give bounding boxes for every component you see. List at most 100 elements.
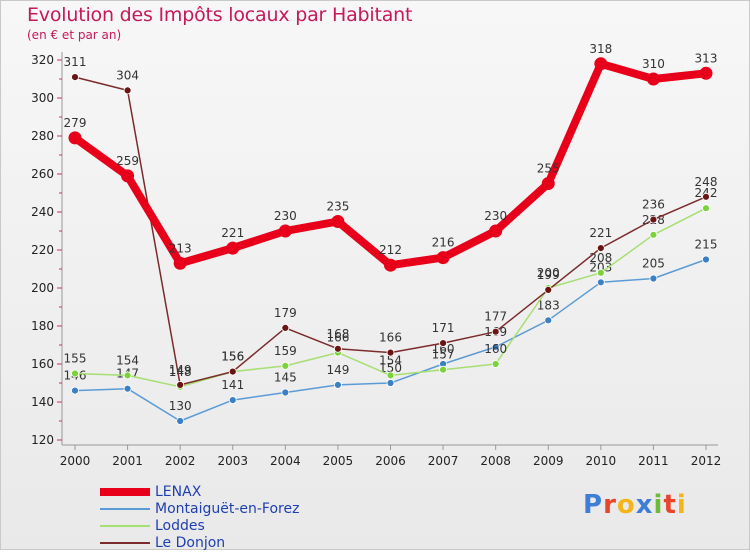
x-tick-label: 2003 [217,454,248,468]
data-point-loddes [281,361,290,370]
data-label-lenax: 212 [379,243,402,257]
data-point-loddes [649,230,658,239]
data-point-le-donjon [702,192,710,201]
data-label-le-donjon: 171 [432,321,455,335]
legend-label: Le Donjon [155,535,226,551]
data-point-loddes [386,371,395,380]
data-label-le-donjon: 179 [274,306,297,320]
data-point-le-donjon [649,215,658,224]
x-tick-label: 2004 [270,454,301,468]
data-point-montaigu-t-en-forez [123,384,132,393]
data-point-le-donjon [334,344,342,353]
data-label-lenax: 279 [64,116,87,130]
data-label-loddes: 159 [274,344,297,358]
data-label-montaigu-t-en-forez: 183 [537,298,560,312]
data-label-loddes: 148 [169,365,192,379]
data-label-lenax: 310 [642,57,665,71]
data-label-loddes: 155 [64,352,87,366]
data-label-le-donjon: 304 [116,68,139,82]
chart-subtitle: (en € et par an) [27,28,122,42]
data-label-montaigu-t-en-forez: 150 [379,361,402,375]
data-point-montaigu-t-en-forez [334,380,342,389]
y-tick-label: 140 [31,395,54,409]
data-point-lenax [384,258,397,272]
data-point-le-donjon [596,244,605,253]
data-point-lenax [541,177,555,190]
legend-swatch [100,525,150,527]
x-tick-label: 2007 [428,454,459,468]
data-point-montaigu-t-en-forez [649,274,658,283]
data-label-loddes: 157 [432,348,455,362]
data-point-loddes [71,369,79,378]
data-label-lenax: 230 [484,209,507,223]
legend-swatch [100,488,150,496]
data-label-lenax: 216 [432,236,455,250]
data-point-le-donjon [71,73,79,81]
data-label-lenax: 235 [326,200,349,214]
data-point-loddes [491,360,500,368]
data-label-lenax: 318 [589,42,612,56]
data-label-loddes: 154 [116,353,139,367]
data-point-lenax [331,215,345,228]
x-tick-label: 2009 [533,454,564,468]
data-point-lenax [436,251,450,265]
data-label-lenax: 259 [116,154,139,168]
data-point-le-donjon [123,86,132,95]
data-label-loddes: 200 [537,266,560,280]
data-label-le-donjon: 168 [326,327,349,341]
proxiti-logo: Proxiti [583,490,687,520]
data-point-le-donjon [386,348,395,357]
data-point-lenax [278,224,292,238]
data-point-lenax [594,57,608,71]
legend-label: LENAX [155,484,202,500]
data-label-loddes: 160 [484,342,507,356]
data-point-le-donjon [281,323,290,332]
data-label-lenax: 221 [221,226,244,240]
x-tick-label: 2008 [480,454,511,468]
y-tick-label: 320 [31,53,54,67]
data-point-loddes [123,371,132,380]
data-label-montaigu-t-en-forez: 203 [589,260,612,274]
data-point-montaigu-t-en-forez [596,278,605,287]
logo-letter: i [676,490,687,520]
x-tick-label: 2005 [323,454,354,468]
y-tick-label: 220 [31,243,54,257]
data-label-montaigu-t-en-forez: 141 [221,378,244,392]
data-label-le-donjon: 248 [695,175,718,189]
data-label-loddes: 166 [326,331,349,345]
x-tick-label: 2001 [112,454,143,468]
data-label-montaigu-t-en-forez: 205 [642,257,665,271]
x-tick-label: 2006 [375,454,406,468]
logo-letter: i [653,490,664,520]
legend-swatch [100,508,150,510]
data-label-lenax: 255 [537,162,560,176]
data-point-lenax [699,66,713,80]
legend-swatch [100,542,150,544]
data-label-lenax: 230 [274,209,297,223]
data-label-le-donjon: 177 [484,310,507,324]
data-point-montaigu-t-en-forez [702,255,710,264]
data-label-le-donjon: 166 [379,331,402,345]
data-point-lenax [68,131,82,145]
data-label-loddes: 208 [589,251,612,265]
data-label-loddes: 156 [221,350,244,364]
logo-letter: x [635,490,654,520]
data-label-le-donjon: 221 [589,226,612,240]
legend-label: Montaiguët-en-Forez [155,501,300,517]
logo-letter: o [616,490,636,520]
data-label-lenax: 213 [169,241,192,255]
data-label-montaigu-t-en-forez: 130 [169,399,192,413]
x-tick-label: 2012 [691,454,722,468]
x-tick-label: 2002 [165,454,196,468]
y-tick-label: 200 [31,281,54,295]
data-point-lenax [646,72,660,86]
data-label-le-donjon: 236 [642,198,665,212]
data-label-le-donjon: 149 [169,363,192,377]
legend-label: Loddes [155,518,205,534]
logo-letter: t [663,490,677,520]
data-point-lenax [226,241,240,255]
data-point-montaigu-t-en-forez [176,417,185,425]
data-point-le-donjon [228,367,237,376]
x-tick-label: 2011 [638,454,669,468]
